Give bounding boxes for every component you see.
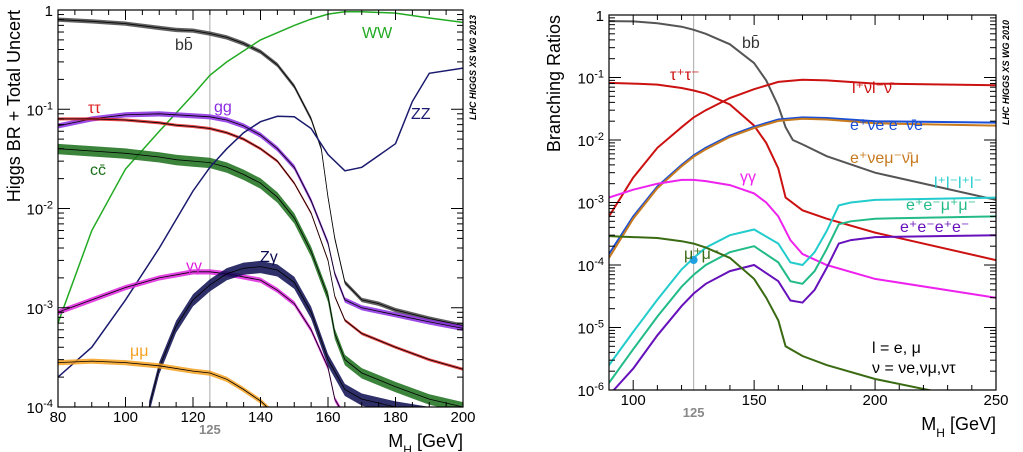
curves: [609, 20, 996, 390]
x-axis-label: MH [GeV]: [388, 431, 463, 452]
series-label-tautau: τ⁺τ⁻: [670, 67, 700, 84]
line-ZZ: [58, 67, 463, 378]
mh-125-label: 125: [199, 422, 221, 437]
line-llll: [609, 196, 996, 366]
y-tick-label: 10-4: [578, 256, 604, 275]
series-label-gammagamma: γγ: [740, 169, 756, 186]
series-label-mumu: μ⁺μ⁻: [684, 246, 719, 263]
x-tick-label: 120: [180, 409, 205, 426]
y-axis-label: Branching Ratios: [544, 15, 564, 152]
y-tick-label: 10-4: [27, 398, 53, 417]
x-tick-label: 100: [113, 409, 138, 426]
series-label-llll: l⁺l⁻l⁺l⁻: [934, 175, 982, 192]
watermark: LHC HIGGS XS WG 2013: [468, 15, 478, 120]
series-label-cc: cc̄: [90, 162, 106, 179]
line-evev: [609, 116, 996, 255]
line-lvlv: [609, 78, 996, 217]
series-label-mumu: μμ: [130, 343, 148, 360]
y-tick-label: 10-2: [27, 200, 53, 219]
band-mumu: [58, 358, 270, 407]
legend-note-line: ν = νe,νμ,ντ: [872, 360, 956, 377]
chart-panel-2: 125 100 150 200 250 10-6 10-5 10-4 10-3 10-2 10-1 1…: [544, 8, 1011, 440]
series-label-ZZ: ZZ: [411, 106, 431, 123]
y-tick-label: 10-2: [578, 131, 604, 150]
line-bb: [609, 20, 996, 201]
line-gammagamma: [58, 271, 340, 407]
line-bb: [58, 19, 463, 327]
y-tick-label: 10-5: [578, 319, 604, 338]
mh-125-label: 125: [683, 405, 705, 420]
x-tick-label: 100: [621, 392, 646, 409]
series-label-gammagamma: γγ: [186, 258, 202, 275]
y-axis-label: Higgs BR + Total Uncert: [4, 10, 24, 202]
legend-note-line: l = e, μ: [872, 340, 921, 357]
series-label-eeee: e⁺e⁻e⁺e⁻: [900, 219, 969, 236]
line-mumu: [609, 235, 934, 390]
x-tick-label: 80: [50, 409, 67, 426]
curves: [58, 11, 463, 407]
series-label-eemumu: e⁺e⁻μ⁺μ⁻: [906, 197, 976, 214]
y-tick-label: 10-3: [578, 194, 604, 213]
y-tick-label: 10-1: [578, 69, 604, 88]
y-tick-label: 1: [45, 3, 53, 20]
line-gg: [58, 113, 463, 329]
series-label-WW: WW: [362, 25, 393, 42]
x-axis-label: MH [GeV]: [921, 414, 996, 440]
x-tick-label: 180: [383, 409, 408, 426]
series-label-lvlv: l⁺νl⁻ν̄: [852, 80, 895, 97]
series-label-bb: bb̄: [175, 37, 193, 54]
line-eeee: [613, 234, 996, 390]
chart-panel-1: 125 80 100 120 140 160 180 200 10-4 10-3 10-2 10-1 1…: [4, 3, 478, 452]
x-tick-label: 250: [983, 392, 1008, 409]
line-evmuv: [609, 117, 996, 259]
series-label-evmuv: e⁺νeμ⁻ν̄μ: [850, 150, 919, 167]
y-tick-label: 10-6: [578, 381, 604, 400]
x-tick-label: 160: [315, 409, 340, 426]
line-gammagamma: [609, 178, 996, 299]
series-label-gg: gg: [214, 99, 232, 116]
line-mumu: [58, 360, 268, 407]
x-tick-label: 150: [742, 392, 767, 409]
y-tick-label: 10-3: [27, 299, 53, 318]
x-tick-label: 200: [863, 392, 888, 409]
series-label-bb: bb̄: [742, 35, 760, 52]
x-tick-label: 200: [450, 409, 475, 426]
line-tautau: [609, 81, 996, 262]
line-cc: [58, 148, 463, 407]
series-label-tautau: ττ: [88, 100, 101, 117]
x-tick-label: 140: [248, 409, 273, 426]
plot-frame: [57, 9, 464, 408]
line-eemumu: [609, 215, 996, 384]
y-tick-label: 10-1: [27, 100, 53, 119]
series-label-evev: e⁺νe e⁻ν̄e: [850, 117, 923, 134]
line-Zgamma: [148, 266, 398, 407]
y-tick-label: 1: [596, 8, 604, 25]
series-label-Zgamma: Zγ: [260, 249, 278, 266]
watermark: LHC HIGGS XS WG 2010: [1001, 20, 1011, 125]
band-gg: [58, 111, 463, 331]
mh-125-point: [689, 256, 698, 265]
line-WW: [58, 11, 463, 324]
line-tautau: [58, 118, 463, 370]
